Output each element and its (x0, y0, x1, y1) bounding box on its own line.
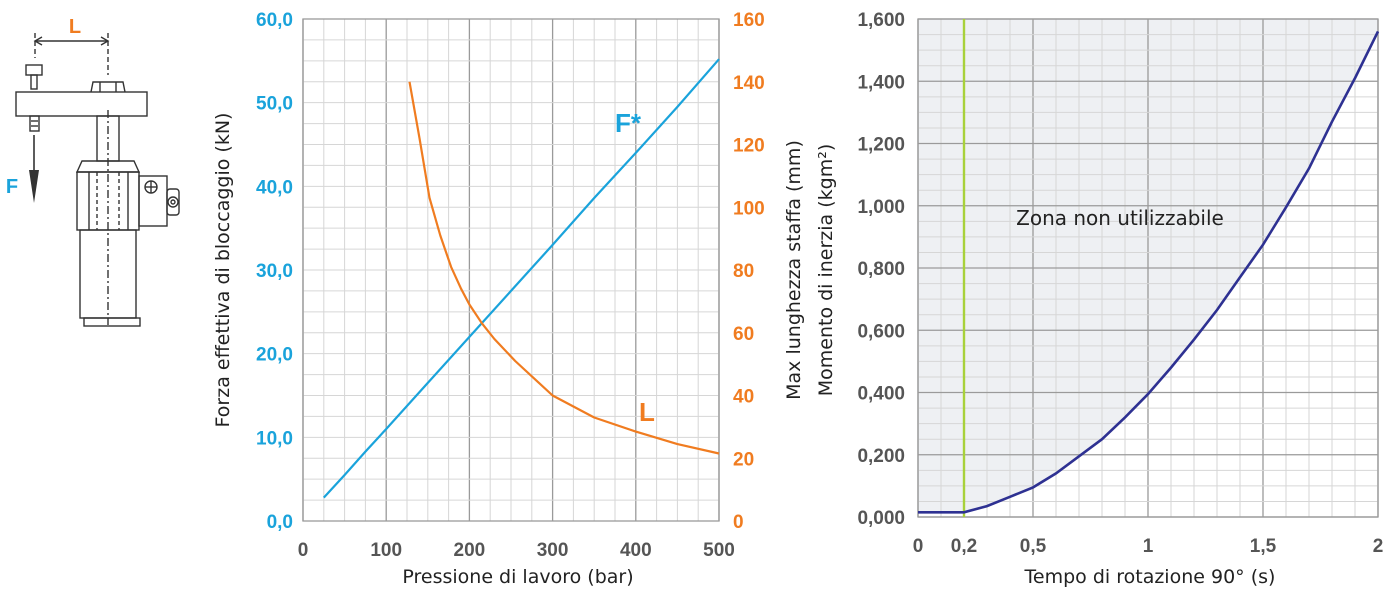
pressure-chart-frame (302, 18, 720, 522)
cylinder-base (83, 317, 141, 327)
clamping-arm (15, 91, 148, 117)
inertia-y-tick-label: 0,000 (857, 508, 905, 529)
port-fitting (166, 188, 180, 216)
force-series-label: F* (615, 108, 642, 138)
time-x-tick-label: 0,5 (1020, 536, 1047, 557)
time-x-tick-label: 2 (1373, 536, 1384, 557)
force-y-tick-label: 30,0 (256, 261, 293, 282)
force-y-tick-label: 20,0 (256, 345, 293, 366)
pressure-x-tick-label: 0 (298, 540, 309, 561)
force-y-axis-title: Forza effettiva di bloccaggio (kN) (212, 113, 234, 428)
time-x-tick-label: 0 (913, 536, 924, 557)
length-y-tick-label: 160 (733, 10, 765, 31)
inertia-y-tick-label: 1,400 (857, 72, 905, 93)
length-y-axis-title: Max lunghezza staffa (mm) (783, 140, 805, 400)
time-x-axis-title: Tempo di rotazione 90° (s) (1024, 566, 1276, 588)
length-series-label: L (639, 397, 655, 427)
inertia-chart-ticks: 0 0,2 0,5 1 1,5 2 0,000 0,200 0,400 0,600 0,800 1,0… (857, 10, 1383, 557)
pressure-x-tick-label: 400 (620, 540, 652, 561)
pressure-x-tick-label: 300 (537, 540, 569, 561)
length-y-tick-label: 120 (733, 136, 765, 157)
inertia-chart-frame (917, 18, 1379, 518)
side-block (138, 175, 168, 227)
force-y-tick-label: 50,0 (256, 94, 293, 115)
contact-screw-head (25, 64, 43, 76)
force-curve (322, 58, 720, 499)
inertia-y-axis-title: Momento di inerzia (kgm²) (815, 144, 837, 397)
time-x-tick-label: 1,5 (1250, 536, 1277, 557)
length-y-tick-label: 80 (733, 261, 754, 282)
inertia-y-tick-label: 0,400 (857, 384, 905, 405)
pressure-chart-grid (302, 18, 720, 522)
pressure-chart-ticks: 0 100 200 300 400 5000,010,020,030,040,050,06… (256, 10, 765, 561)
unusable-zone-label: Zona non utilizzabile (1016, 206, 1224, 230)
length-y-tick-label: 20 (733, 449, 754, 470)
inertia-y-tick-label: 0,200 (857, 446, 905, 467)
length-y-tick-label: 140 (733, 73, 765, 94)
inertia-y-tick-label: 1,200 (857, 135, 905, 156)
pressure-x-axis-title: Pressione di lavoro (bar) (402, 566, 633, 588)
force-label: F (6, 176, 18, 198)
inertia-y-tick-label: 1,000 (857, 197, 905, 218)
length-y-tick-label: 60 (733, 324, 754, 345)
inertia-y-tick-label: 1,600 (857, 10, 905, 31)
port-fitting-circle (167, 196, 179, 208)
pressure-x-tick-label: 500 (703, 540, 735, 561)
force-y-tick-label: 0,0 (267, 512, 293, 533)
contact-screw-tip (29, 115, 40, 132)
pressure-x-tick-label: 100 (370, 540, 402, 561)
arm-nut (90, 81, 126, 93)
port-fitting-center (170, 199, 176, 205)
inertia-chart-grid (917, 18, 1379, 518)
force-arrow-head (29, 170, 39, 203)
pressure-chart-curves (322, 58, 720, 499)
pressure-x-tick-label: 200 (454, 540, 486, 561)
time-x-tick-label: 1 (1143, 536, 1154, 557)
length-y-tick-label: 40 (733, 387, 754, 408)
length-curve (408, 81, 720, 455)
length-y-tick-label: 100 (733, 198, 765, 219)
force-y-tick-label: 40,0 (256, 177, 293, 198)
time-x-tick-label: 0,2 (951, 536, 977, 557)
contact-screw-body (30, 74, 38, 90)
force-y-tick-label: 60,0 (256, 10, 293, 31)
clamp-diagram (15, 33, 180, 327)
length-y-tick-label: 0 (733, 512, 744, 533)
inertia-y-tick-label: 0,600 (857, 321, 905, 342)
inertia-limit-curve (918, 30, 1380, 514)
length-label: L (69, 16, 81, 38)
inertia-y-tick-label: 0,800 (857, 259, 905, 280)
inertia-chart: 0 0,2 0,5 1 1,5 2 0,000 0,200 0,400 0,600 0,800 1,0… (857, 10, 1383, 557)
pressure-chart: 0 100 200 300 400 5000,010,020,030,040,050,06… (256, 10, 765, 561)
force-y-tick-label: 10,0 (256, 428, 293, 449)
